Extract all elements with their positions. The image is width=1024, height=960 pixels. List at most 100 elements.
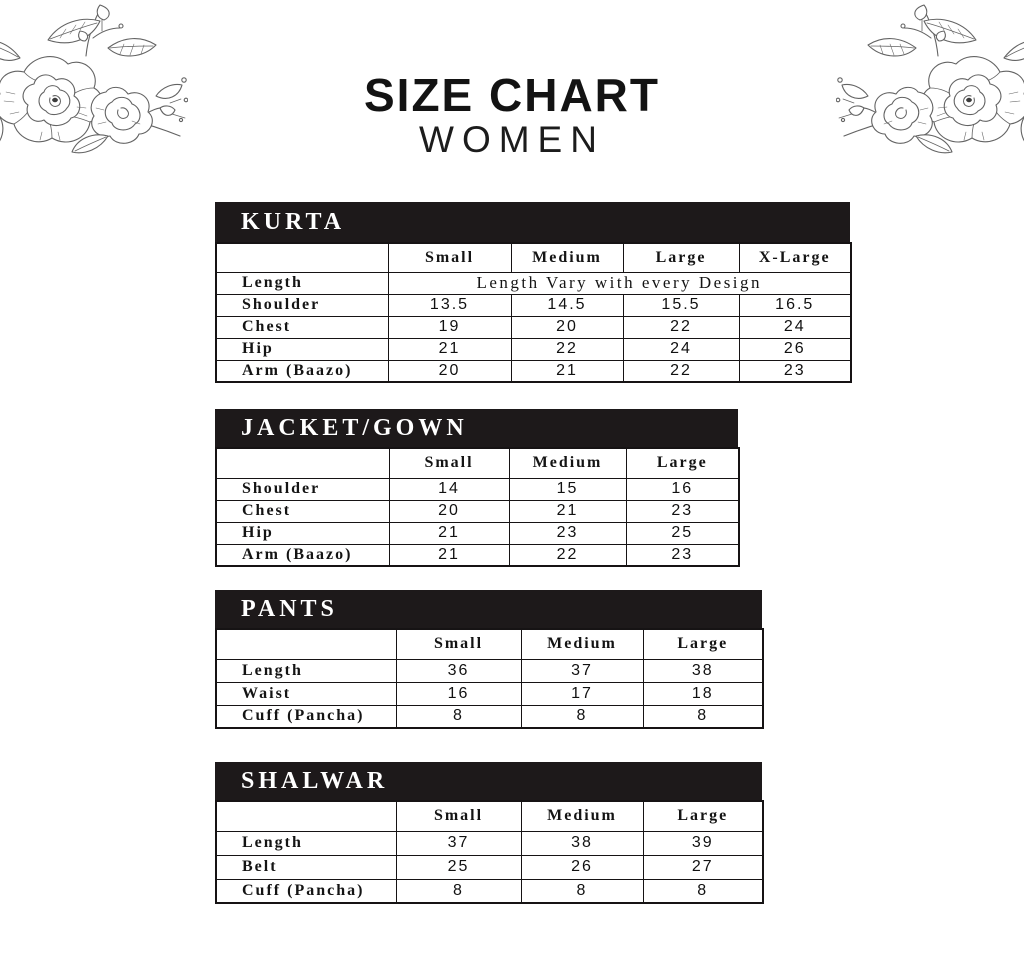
corner-cell [215,800,397,832]
table-row: Shoulder 14 15 16 [215,477,740,501]
section-title: SHALWAR [241,767,389,794]
value-cell: 22 [510,337,624,361]
value-cell: 37 [520,658,644,683]
row-label: Shoulder [215,293,389,317]
row-label: Shoulder [215,477,390,501]
table-row: Chest 19 20 22 24 [215,315,852,339]
table-row: Arm (Baazo) 21 22 23 [215,543,740,567]
value-cell: 19 [387,315,512,339]
table-row: Length 37 38 39 [215,830,764,856]
section-title-bar: SHALWAR [215,762,762,800]
value-cell: 18 [642,681,764,706]
value-cell: 25 [395,854,522,880]
value-cell: 8 [520,878,644,904]
size-grid: Small Medium Large X-Large Length Length Vary… [215,242,852,383]
table-row: Hip 21 22 24 26 [215,337,852,361]
row-label: Belt [215,854,397,880]
value-cell: 8 [395,878,522,904]
value-cell: 22 [622,315,740,339]
size-grid: Small Medium Large Length 36 37 38 Waist 16 17 18 C… [215,628,764,729]
value-cell: 16 [625,477,740,501]
size-table-pants: PANTS Small Medium Large Length 36 37 38 Waist 1… [215,590,764,729]
section-title-bar: PANTS [215,590,762,628]
column-header: X-Large [738,242,852,273]
row-label: Length [215,271,389,295]
table-row: Shoulder 13.5 14.5 15.5 16.5 [215,293,852,317]
value-cell: 22 [508,543,627,567]
size-table-shalwar: SHALWAR Small Medium Large Length 37 38 39 Belt… [215,762,764,904]
row-label: Arm (Baazo) [215,543,390,567]
row-label: Cuff (Pancha) [215,878,397,904]
size-table-kurta: KURTA Small Medium Large X-Large Length Lengt… [215,202,852,383]
column-header: Large [642,628,764,660]
row-label: Hip [215,337,389,361]
value-cell: 38 [520,830,644,856]
value-cell: 8 [520,704,644,729]
value-cell: 23 [508,521,627,545]
value-cell: 26 [738,337,852,361]
column-header-row: Small Medium Large [215,800,764,832]
column-header-row: Small Medium Large [215,447,740,479]
page-title: SIZE CHART [364,69,660,121]
row-label: Arm (Baazo) [215,359,389,383]
value-cell: 17 [520,681,644,706]
value-cell: 20 [510,315,624,339]
value-cell: 23 [625,543,740,567]
merged-note-cell: Length Vary with every Design [387,271,852,295]
value-cell: 24 [738,315,852,339]
row-label: Chest [215,315,389,339]
section-title: PANTS [241,595,338,622]
column-header: Medium [520,628,644,660]
table-row: Cuff (Pancha) 8 8 8 [215,704,764,729]
value-cell: 8 [395,704,522,729]
section-title: JACKET/GOWN [241,414,468,441]
value-cell: 15 [508,477,627,501]
corner-cell [215,628,397,660]
value-cell: 27 [642,854,764,880]
value-cell: 21 [387,337,512,361]
value-cell: 21 [388,521,510,545]
row-label: Cuff (Pancha) [215,704,397,729]
value-cell: 22 [622,359,740,383]
value-cell: 23 [625,499,740,523]
size-table-jacket-gown: JACKET/GOWN Small Medium Large Shoulder 14 15… [215,409,740,567]
value-cell: 16 [395,681,522,706]
value-cell: 15.5 [622,293,740,317]
value-cell: 21 [510,359,624,383]
page-subtitle: WOMEN [419,119,605,160]
section-title-bar: KURTA [215,202,850,242]
table-row: Waist 16 17 18 [215,681,764,706]
value-cell: 36 [395,658,522,683]
value-cell: 37 [395,830,522,856]
row-label: Length [215,830,397,856]
value-cell: 13.5 [387,293,512,317]
value-cell: 8 [642,878,764,904]
value-cell: 25 [625,521,740,545]
row-label: Hip [215,521,390,545]
column-header: Large [622,242,740,273]
column-header: Small [395,800,522,832]
row-label: Length [215,658,397,683]
column-header: Medium [508,447,627,479]
section-title-bar: JACKET/GOWN [215,409,738,447]
value-cell: 21 [508,499,627,523]
floral-sketch-left [0,4,188,154]
table-row: Belt 25 26 27 [215,854,764,880]
table-row: Cuff (Pancha) 8 8 8 [215,878,764,904]
column-header: Large [642,800,764,832]
table-row: Hip 21 23 25 [215,521,740,545]
value-cell: 26 [520,854,644,880]
column-header: Medium [510,242,624,273]
floral-sketch-right [836,4,1024,154]
corner-cell [215,447,390,479]
value-cell: 21 [388,543,510,567]
column-header: Small [387,242,512,273]
value-cell: 14.5 [510,293,624,317]
table-row: Length 36 37 38 [215,658,764,683]
value-cell: 38 [642,658,764,683]
corner-cell [215,242,389,273]
table-row: Arm (Baazo) 20 21 22 23 [215,359,852,383]
value-cell: 20 [387,359,512,383]
value-cell: 16.5 [738,293,852,317]
value-cell: 20 [388,499,510,523]
